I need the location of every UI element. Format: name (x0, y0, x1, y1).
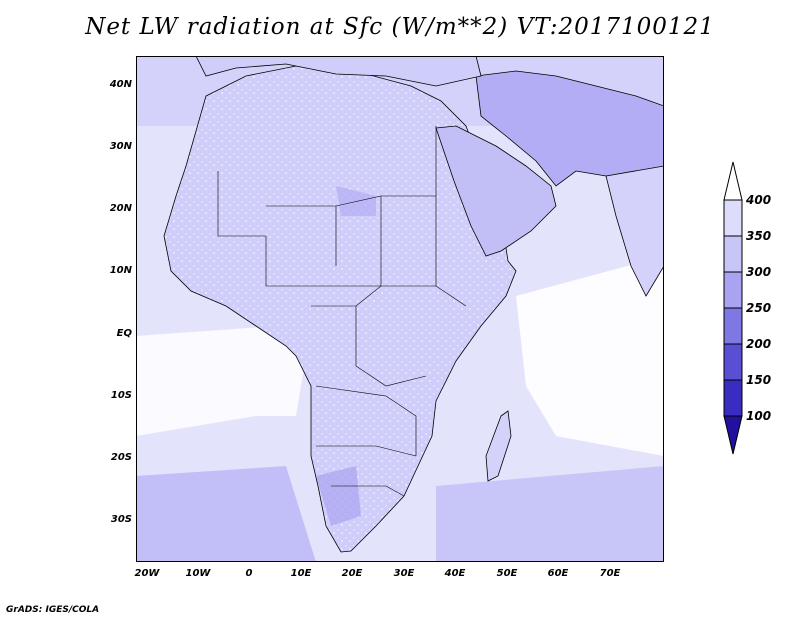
colorbar-label: 200 (746, 337, 772, 351)
lat-tick-label: 10N (109, 265, 132, 276)
lon-tick-label: 40E (444, 568, 466, 579)
southern-indian-band (436, 466, 664, 562)
footer-credit: GrADS: IGES/COLA (6, 605, 100, 615)
sahara-patch (336, 186, 376, 216)
lon-tick-label: 50E (496, 568, 518, 579)
colorbar-label: 250 (746, 301, 772, 315)
kalahari-patch (316, 466, 361, 526)
atlantic-clear-area (136, 326, 306, 436)
chart-title: Net LW radiation at Sfc (W/m**2) VT:2017… (85, 14, 715, 40)
lon-tick-label: 30E (393, 568, 415, 579)
madagascar-landmass (485, 410, 512, 482)
europe-landmass (195, 56, 482, 87)
colorbar (723, 161, 743, 455)
lon-tick-label: 0 (245, 568, 253, 579)
colorbar-label: 300 (746, 265, 772, 279)
colorbar-bin (723, 271, 743, 309)
colorbar-top-arrow (723, 161, 743, 201)
lon-tick-label: 70E (599, 568, 621, 579)
colorbar-label: 150 (746, 373, 772, 387)
lat-tick-label: 20N (109, 203, 132, 214)
lat-tick-label: 30N (109, 141, 132, 152)
colorbar-bin (723, 199, 743, 237)
lon-tick-label: 20E (341, 568, 363, 579)
colorbar-label: 100 (746, 409, 772, 423)
colorbar-label: 350 (746, 229, 772, 243)
lon-tick-label: 20W (134, 568, 160, 579)
country-borders (217, 126, 467, 497)
lon-tick-label: 10W (185, 568, 211, 579)
lat-tick-label: 20S (110, 452, 132, 463)
colorbar-bin (723, 235, 743, 273)
southern-ocean-band (136, 466, 316, 562)
map-panel (136, 56, 664, 562)
lat-tick-label: 10S (110, 390, 132, 401)
map-svg (136, 56, 664, 562)
lon-tick-label: 10E (290, 568, 312, 579)
indian-ocean-clear-area (516, 256, 664, 456)
lat-tick-label: 30S (110, 514, 132, 525)
colorbar-bottom-arrow (723, 415, 743, 455)
colorbar-bin (723, 343, 743, 381)
colorbar-bin (723, 307, 743, 345)
colorbar-bin (723, 379, 743, 417)
lat-tick-label: EQ (116, 328, 132, 339)
arabia-landmass (435, 125, 557, 257)
india-landmass (605, 165, 664, 297)
lon-tick-label: 60E (547, 568, 569, 579)
colorbar-label: 400 (746, 193, 772, 207)
lat-tick-label: 40N (109, 79, 132, 90)
